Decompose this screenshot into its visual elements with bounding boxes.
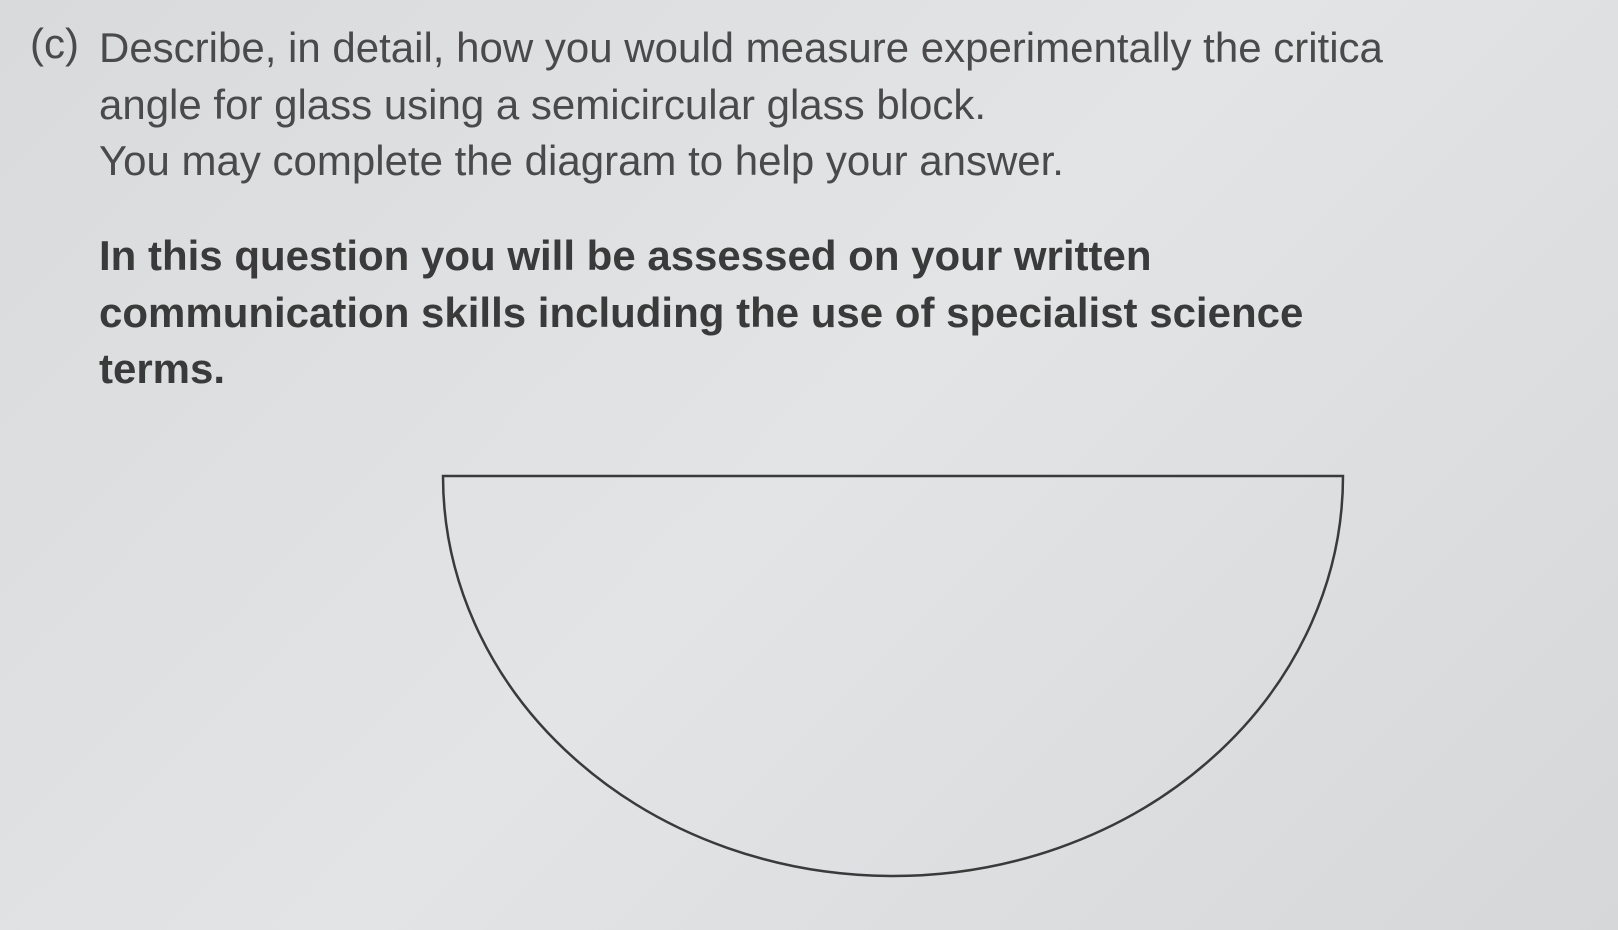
diagram-container: [99, 458, 1588, 888]
question-content: Describe, in detail, how you would measu…: [99, 20, 1588, 888]
instruction-line-3: You may complete the diagram to help you…: [99, 133, 1588, 190]
assessment-line-3: terms.: [99, 341, 1588, 398]
assessment-line-2: communication skills including the use o…: [99, 285, 1588, 342]
assessment-note: In this question you will be assessed on…: [99, 228, 1588, 398]
assessment-line-1: In this question you will be assessed on…: [99, 228, 1588, 285]
instruction-line-1: Describe, in detail, how you would measu…: [99, 20, 1588, 77]
question-part-label: (c): [30, 20, 79, 68]
instruction-line-2: angle for glass using a semicircular gla…: [99, 77, 1588, 134]
question-container: (c) Describe, in detail, how you would m…: [30, 20, 1588, 888]
semicircle-diagram: [433, 458, 1353, 888]
instruction-text: Describe, in detail, how you would measu…: [99, 20, 1588, 190]
semicircle-path: [443, 476, 1343, 876]
